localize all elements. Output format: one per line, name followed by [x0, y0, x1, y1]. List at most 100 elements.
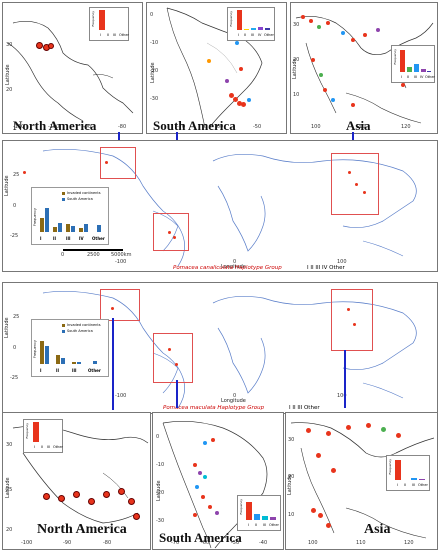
y-tick: 30: [6, 42, 13, 48]
haplotype-frequency-chart: Frequency I II III IV Other: [391, 45, 435, 83]
sample-dot: [376, 28, 380, 32]
chart-bar: [84, 224, 88, 232]
sample-dot: [207, 59, 211, 63]
sample-dot: [203, 475, 207, 479]
sample-dot: [323, 88, 327, 92]
sample-dot: [326, 523, 331, 528]
x-tick: -50: [253, 124, 262, 130]
frequency-label: Frequency: [25, 423, 29, 439]
zoom-box-south-america: [153, 333, 193, 383]
x-tick: -40: [259, 540, 268, 546]
bar-III: [414, 64, 419, 72]
category-label: Other: [53, 445, 63, 449]
x-axis-label: Longitude: [221, 398, 246, 404]
category-label: I: [100, 33, 102, 37]
frequency-label: Frequency: [239, 499, 243, 515]
legend-swatch: [62, 197, 65, 201]
category-label: Other: [88, 368, 101, 373]
scale-bar: [63, 249, 123, 251]
category-label: III: [66, 236, 71, 241]
sample-dot: [317, 25, 321, 29]
x-tick: 100: [311, 124, 321, 130]
frequency-label: Frequency: [33, 340, 37, 359]
category-label: IV: [420, 75, 424, 79]
connector-line: [112, 318, 114, 410]
legend-item: Invaded continents: [62, 323, 101, 327]
chart-bar: [45, 208, 49, 232]
x-tick: 100: [337, 393, 347, 399]
x-tick: -100: [48, 124, 60, 130]
x-tick: -90: [63, 540, 72, 546]
sample-dot: [73, 491, 80, 498]
category-label: Other: [425, 75, 435, 79]
sample-dot: [318, 513, 323, 518]
south-america-coastline: [162, 421, 268, 549]
map-panel-north-america-bottom: 30 25 20 Latitude -100 -90 -80 Frequency…: [2, 412, 151, 550]
legend-label: South America: [67, 329, 93, 333]
sample-dot: [309, 19, 313, 23]
sample-dot: [306, 428, 311, 433]
legend-swatch: [62, 191, 65, 195]
x-tick: -100: [115, 259, 127, 265]
sample-dot: [203, 441, 207, 445]
sample-dot: [201, 495, 205, 499]
region-label: Asia: [364, 522, 391, 537]
map-panel-asia-top: 30 20 10 Latitude 100 110 120 Frequency …: [290, 2, 438, 134]
sample-dot: [175, 363, 178, 366]
frequency-label: Frequency: [33, 208, 37, 227]
category-label: III: [47, 445, 51, 449]
bar-IV: [421, 69, 426, 72]
category-label: III: [263, 523, 267, 527]
y-tick: -20: [150, 68, 159, 74]
bar-I: [99, 10, 105, 30]
y-tick: -10: [156, 462, 165, 468]
chart-bar: [71, 226, 75, 232]
frequency-label: Frequency: [91, 11, 95, 27]
sample-dot: [351, 103, 355, 107]
y-axis-label: Latitude: [5, 477, 11, 498]
legend-label: South America: [67, 197, 93, 201]
sample-dot: [48, 43, 54, 49]
asia-coastline: [290, 422, 435, 539]
category-label: Other: [119, 33, 129, 37]
y-axis-label: Latitude: [5, 64, 11, 85]
zoom-box-north-america: [100, 147, 136, 179]
region-label: Asia: [346, 118, 371, 133]
category-label: II: [407, 75, 410, 79]
bar-II: [254, 514, 260, 520]
world-map-maculata: 25 0 -25 Latitude -100 0 100 Longitude P…: [2, 282, 438, 414]
map-panel-north-america-top: 30 20 Latitude -110 -100 -90 -80 Frequen…: [2, 2, 143, 134]
sample-dot: [363, 33, 367, 37]
sample-dot: [247, 98, 251, 102]
chart-bar: [56, 355, 60, 364]
bar-I: [400, 50, 405, 72]
zoom-box-asia: [331, 289, 373, 351]
sample-dot: [193, 463, 197, 467]
x-tick: -70: [177, 124, 186, 130]
sample-dot: [195, 485, 199, 489]
category-label: II: [107, 33, 110, 37]
chart-bar: [53, 227, 57, 232]
sample-dot: [353, 323, 356, 326]
connector-line: [176, 380, 178, 408]
x-tick: 110: [356, 124, 366, 130]
category-label: II: [404, 483, 407, 487]
bar-IV: [258, 27, 263, 30]
category-label: II: [53, 236, 56, 241]
category-label: I: [40, 236, 42, 241]
sample-dot: [235, 41, 239, 45]
legend-item: South America: [62, 329, 93, 333]
y-tick: 25: [13, 172, 20, 178]
sample-dot: [208, 505, 212, 509]
y-tick: -30: [150, 96, 159, 102]
y-tick: -25: [10, 375, 19, 381]
haplotype-frequency-chart: Frequency I II III Other: [23, 419, 63, 453]
chart-bar: [61, 358, 65, 364]
y-tick: 30: [288, 437, 295, 443]
sample-dot: [168, 348, 171, 351]
bar-other: [419, 479, 425, 480]
category-label: IV: [258, 33, 262, 37]
category-label: III: [412, 483, 416, 487]
y-tick: 20: [293, 57, 300, 63]
bar-II: [407, 67, 412, 72]
